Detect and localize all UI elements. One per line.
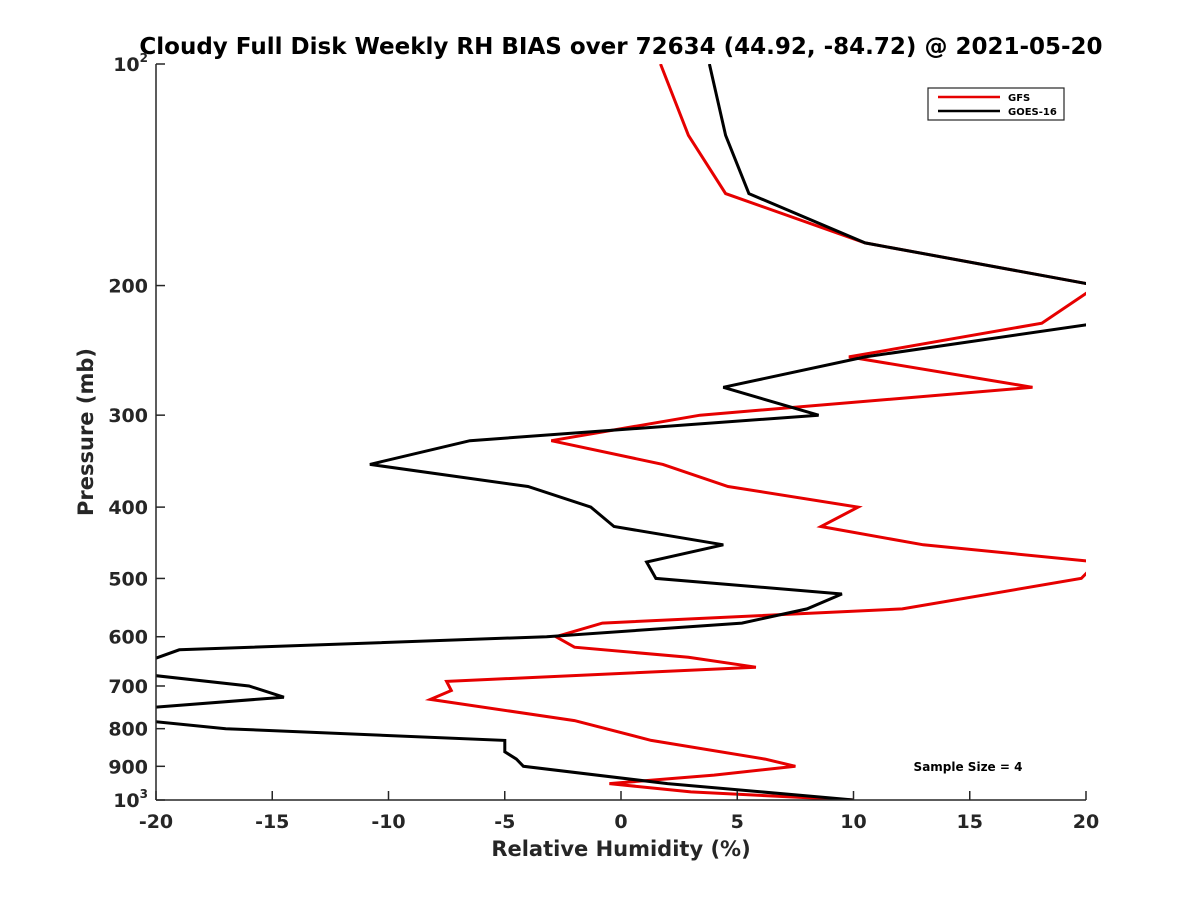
legend-label-gfs: GFS: [1008, 93, 1030, 104]
x-tick-label: 15: [957, 811, 983, 833]
y-tick-label: 300: [108, 405, 148, 427]
x-tick-label: -15: [255, 811, 289, 833]
x-tick-label: 10: [840, 811, 866, 833]
x-tick-label: -20: [139, 811, 173, 833]
y-tick-label: 800: [108, 719, 148, 741]
sample-size-annotation: Sample Size = 4: [914, 760, 1023, 774]
x-tick-label: -10: [371, 811, 405, 833]
plot-area: [155, 64, 1086, 801]
x-tick-label: 5: [731, 811, 744, 833]
x-ticks: -20 -15 -10 -5 0 5 10 15 20: [139, 791, 1099, 833]
y-tick-label: 700: [108, 676, 148, 698]
y-tick-label: 600: [108, 627, 148, 649]
series-line-goes16: [156, 64, 1086, 800]
x-axis-label: Relative Humidity (%): [491, 837, 750, 861]
x-tick-label: 20: [1073, 811, 1099, 833]
y-axis-label: Pressure (mb): [74, 348, 98, 516]
y-tick-label: 103: [113, 787, 148, 812]
y-ticks: 102 200 300 400 500 600 700 800 900 103: [108, 51, 165, 812]
legend: GFS GOES-16: [927, 87, 1065, 121]
y-tick-label: 400: [108, 497, 148, 519]
x-tick-label: 0: [614, 811, 627, 833]
y-tick-label: 200: [108, 276, 148, 298]
legend-box: [927, 87, 1065, 121]
x-tick-label: -5: [494, 811, 515, 833]
series-line-gfs: [424, 64, 1086, 800]
legend-label-goes16: GOES-16: [1008, 107, 1057, 118]
series-layer: [156, 64, 1086, 800]
y-tick-label: 900: [108, 756, 148, 778]
y-tick-label: 102: [113, 51, 148, 76]
y-tick-label: 500: [108, 568, 148, 590]
chart-title: Cloudy Full Disk Weekly RH BIAS over 726…: [139, 34, 1102, 60]
